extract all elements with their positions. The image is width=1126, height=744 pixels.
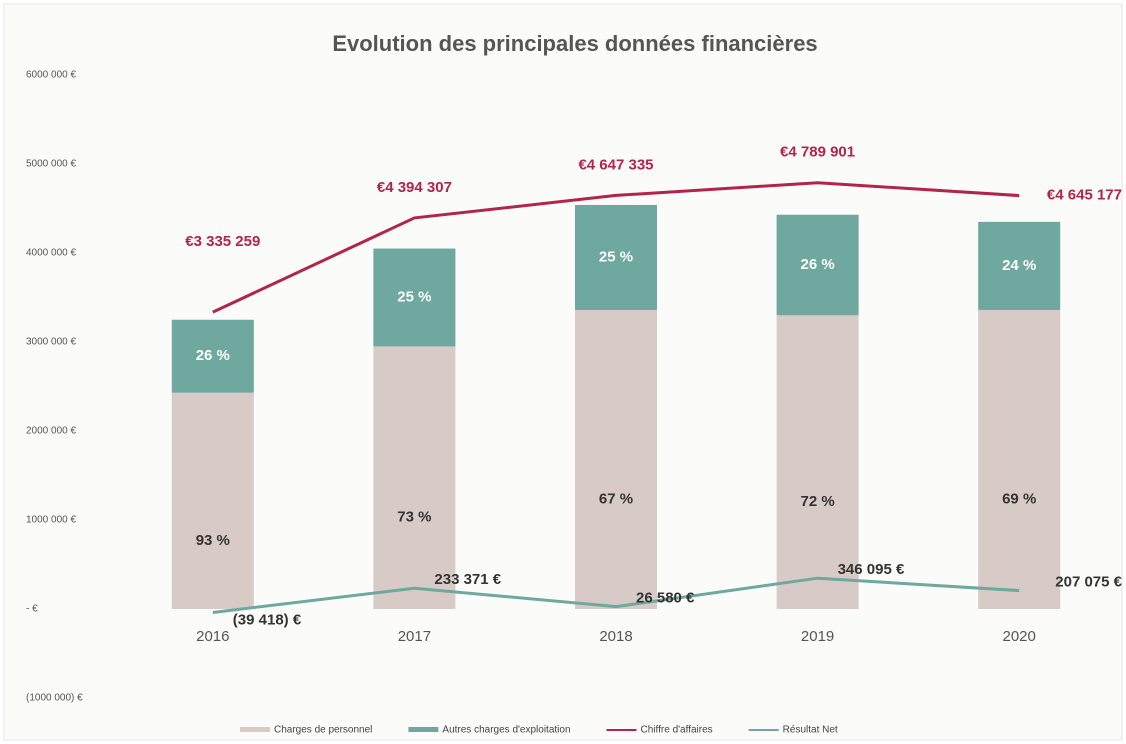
- line: [212, 181, 1020, 314]
- legend-label: Résultat Net: [783, 725, 838, 736]
- x-tick-label: 2018: [599, 628, 632, 645]
- legend-label: Chiffre d'affaires: [641, 725, 713, 736]
- segment-label: 93 %: [196, 532, 230, 549]
- bar-segment: [776, 214, 859, 316]
- bar-segment: [978, 309, 1061, 609]
- bar-segment: [171, 319, 254, 393]
- x-tick-label: 2016: [196, 628, 229, 645]
- chart-background: [3, 3, 1123, 741]
- segment-label: 69 %: [1002, 490, 1036, 507]
- bar-segment: [575, 204, 657, 310]
- data-label: €4 647 335: [578, 156, 653, 173]
- y-tick-label: 1000 000 €: [26, 515, 76, 526]
- segment-label: 67 %: [599, 490, 633, 507]
- legend-swatch: [408, 727, 439, 732]
- legend-label: Autres charges d'exploitation: [442, 725, 570, 736]
- data-label: 26 580 €: [636, 590, 695, 607]
- bar-segment: [575, 309, 657, 609]
- y-tick-label: 4000 000 €: [26, 248, 76, 259]
- segment-label: 25 %: [397, 288, 431, 305]
- y-tick-label: 6000 000 €: [26, 70, 76, 81]
- x-tick-label: 2019: [801, 628, 834, 645]
- y-tick-label: 2000 000 €: [26, 426, 76, 437]
- segment-label: 26 %: [800, 256, 834, 273]
- bar-segment: [978, 221, 1061, 310]
- y-tick-label: - €: [26, 604, 38, 615]
- y-tick-label: 3000 000 €: [26, 337, 76, 348]
- data-label: 207 075 €: [1055, 574, 1122, 591]
- legend-swatch: [240, 727, 270, 732]
- bar-segment: [171, 392, 254, 609]
- segment-label: 72 %: [800, 493, 834, 510]
- segment-label: 73 %: [397, 509, 431, 526]
- segment-label: 24 %: [1002, 257, 1036, 274]
- bar-segment: [776, 315, 859, 609]
- y-tick-label: 5000 000 €: [26, 159, 76, 170]
- x-tick-label: 2020: [1003, 628, 1036, 645]
- bar-segment: [373, 346, 456, 609]
- bar-segment: [373, 248, 456, 347]
- data-label: €4 645 177: [1047, 187, 1122, 204]
- data-label: €4 789 901: [780, 144, 855, 161]
- data-label: €3 335 259: [185, 233, 260, 250]
- y-tick-label: (1000 000) €: [26, 693, 83, 704]
- data-label: 346 095 €: [838, 561, 905, 578]
- segment-label: 25 %: [599, 248, 633, 265]
- segment-label: 26 %: [196, 347, 230, 364]
- data-label: €4 394 307: [377, 179, 452, 196]
- data-label: (39 418) €: [233, 611, 302, 628]
- legend-label: Charges de personnel: [274, 725, 372, 736]
- line: [212, 576, 1020, 614]
- chart-title: Evolution des principales données financ…: [332, 31, 817, 56]
- data-label: 233 371 €: [434, 571, 501, 588]
- x-tick-label: 2017: [398, 628, 431, 645]
